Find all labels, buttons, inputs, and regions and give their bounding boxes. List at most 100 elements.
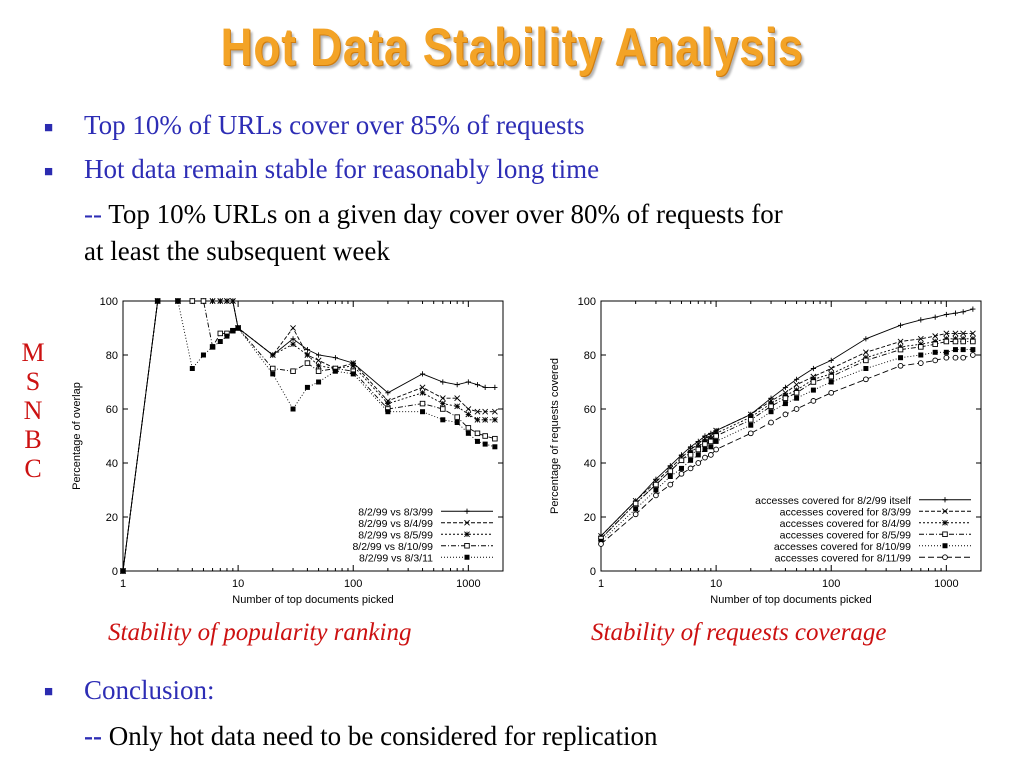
data-point: [482, 433, 488, 439]
data-point: [932, 314, 938, 320]
data-point: [810, 387, 816, 393]
y-tick-label: 40: [106, 458, 118, 470]
legend-label: 8/2/99 vs 8/10/99: [352, 541, 433, 553]
y-tick-label: 20: [584, 512, 596, 524]
data-point: [897, 338, 904, 345]
bullet-marker: ■: [44, 684, 54, 700]
data-point: [970, 347, 976, 353]
data-point: [782, 384, 789, 390]
data-point: [782, 401, 788, 407]
sub-point-line-2: at least the subsequent week: [84, 236, 390, 266]
data-point: [918, 344, 924, 350]
data-point: [713, 446, 719, 453]
data-point: [960, 309, 966, 315]
data-point: [768, 409, 774, 415]
plot-frame: [600, 300, 982, 572]
data-point: [235, 325, 241, 331]
data-point: [420, 409, 426, 415]
data-point: [918, 317, 924, 323]
data-point: [474, 408, 481, 415]
data-point: [332, 368, 338, 374]
data-point: [828, 373, 834, 380]
data-point: [748, 422, 754, 428]
data-point: [713, 427, 720, 434]
data-point: [687, 446, 694, 453]
data-point: [482, 416, 489, 423]
legend-label: 8/2/99 vs 8/3/11: [359, 552, 433, 564]
data-point: [667, 468, 674, 474]
sub-point-text: Top 10% URLs on a given day cover over 8…: [108, 199, 783, 229]
data-point: [229, 298, 236, 304]
data-point: [350, 362, 357, 369]
data-point: [224, 333, 230, 339]
series-line: [122, 300, 496, 572]
data-point: [960, 347, 966, 353]
y-tick-label: 80: [106, 350, 118, 362]
data-point: [217, 298, 224, 304]
series-5: [598, 347, 976, 544]
data-point: [316, 379, 322, 385]
data-point: [667, 463, 673, 469]
data-point: [702, 454, 708, 461]
data-point: [474, 416, 481, 423]
data-point: [960, 354, 967, 361]
data-point: [897, 346, 904, 353]
bullet-marker: ■: [44, 164, 54, 180]
y-tick-label: 80: [584, 350, 596, 362]
data-point: [385, 409, 391, 415]
data-point: [708, 438, 714, 445]
data-point: [454, 395, 461, 402]
data-point: [707, 433, 714, 439]
data-point: [290, 406, 296, 412]
legend-label: accesses covered for 8/11/99: [775, 552, 912, 564]
data-point: [810, 379, 817, 385]
y-tick-label: 60: [106, 404, 118, 416]
data-point: [952, 330, 959, 337]
side-letter: C: [24, 454, 42, 483]
y-tick-label: 0: [112, 566, 118, 578]
sub-point-line-1: -- Top 10% URLs on a given day cover ove…: [84, 201, 783, 228]
x-tick-label: 1: [120, 578, 126, 590]
data-point: [960, 338, 966, 345]
data-point: [224, 298, 230, 304]
data-point: [482, 441, 488, 447]
data-point: [713, 438, 719, 444]
data-point: [713, 433, 719, 439]
data-point: [474, 382, 481, 388]
data-point: [465, 411, 472, 418]
data-point: [304, 352, 311, 358]
data-point: [969, 330, 976, 337]
data-point: [747, 430, 754, 437]
y-tick-label: 20: [106, 512, 118, 524]
data-point: [943, 338, 950, 345]
data-point: [828, 365, 835, 372]
legend-label: 8/2/99 vs 8/4/99: [358, 518, 433, 530]
data-point: [702, 441, 708, 447]
data-point: [200, 352, 206, 358]
overlap-chart: 0 20 40 60 80 100 1 10 100 1000 Number of top docu…: [71, 296, 504, 606]
conclusion-dash: --: [84, 721, 102, 751]
data-point: [687, 465, 694, 472]
data-point: [688, 457, 694, 463]
legend-label: accesses covered for 8/2/99 itself: [755, 495, 911, 507]
data-point: [290, 336, 296, 342]
legend: accesses covered for 8/2/99 itself access…: [755, 495, 971, 564]
series-line: [122, 300, 496, 572]
data-point: [270, 365, 276, 372]
legend-label: 8/2/99 vs 8/3/99: [358, 506, 433, 518]
data-point: [782, 395, 789, 401]
bullet-text-1: Top 10% of URLs cover over 85% of reques…: [84, 110, 585, 140]
data-point: [942, 519, 948, 526]
series-4: [120, 298, 498, 574]
side-letter: N: [23, 396, 43, 425]
legend-label: accesses covered for 8/4/99: [780, 518, 911, 530]
x-tick-label: 10: [710, 578, 722, 590]
x-axis-label: Number of top documents picked: [232, 594, 393, 606]
data-point: [304, 384, 310, 390]
data-point: [217, 330, 224, 337]
legend: 8/2/99 vs 8/3/998/2/99 vs 8/4/998/2/99 v…: [352, 506, 493, 564]
data-point: [454, 403, 461, 410]
data-point: [942, 531, 948, 537]
conclusion-line: -- Only hot data need to be considered f…: [84, 723, 658, 750]
legend-label: 8/2/99 vs 8/5/99: [358, 529, 433, 541]
